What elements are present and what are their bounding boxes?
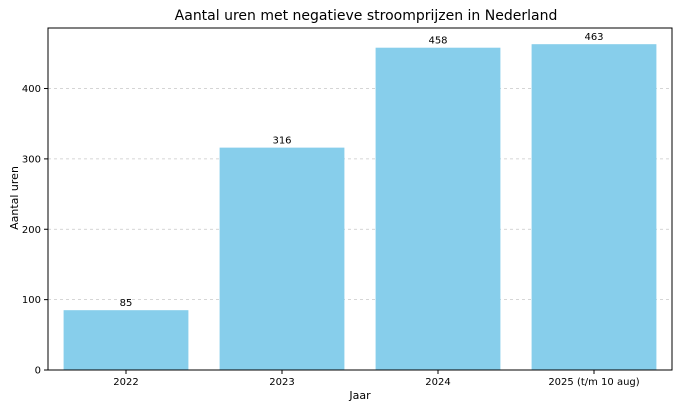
bars-layer <box>63 44 657 371</box>
data-labels-layer: 85 316 458 463 <box>120 32 604 309</box>
bar-2022 <box>63 310 189 370</box>
y-axis-label: Aantal uren <box>8 166 21 230</box>
x-tick-label: 2024 <box>425 377 450 388</box>
x-tick-label: 2022 <box>113 377 138 388</box>
y-tick-label: 100 <box>22 295 41 306</box>
x-tick-label: 2025 (t/m 10 aug) <box>548 377 639 388</box>
bar-2023 <box>219 147 345 370</box>
y-tick-label: 0 <box>35 366 41 377</box>
grid-layer <box>48 88 672 301</box>
axes-layer: 0 100 200 300 400 2022 2023 2024 2025 (t/m 10 au… <box>22 27 673 388</box>
y-tick-label: 200 <box>22 225 41 236</box>
bar-value-label: 463 <box>584 32 603 43</box>
plot-frame <box>47 27 673 371</box>
x-axis-label: Jaar <box>348 389 371 402</box>
y-tick-label: 300 <box>22 154 41 165</box>
x-tick-label: 2023 <box>269 377 294 388</box>
bar-value-label: 458 <box>428 36 447 47</box>
bar-2025 <box>531 44 657 371</box>
y-tick-label: 400 <box>22 84 41 95</box>
bar-value-label: 316 <box>272 136 291 147</box>
chart-title: Aantal uren met negatieve stroomprijzen … <box>175 8 558 24</box>
bar-value-label: 85 <box>120 298 133 309</box>
bar-2024 <box>375 47 501 370</box>
